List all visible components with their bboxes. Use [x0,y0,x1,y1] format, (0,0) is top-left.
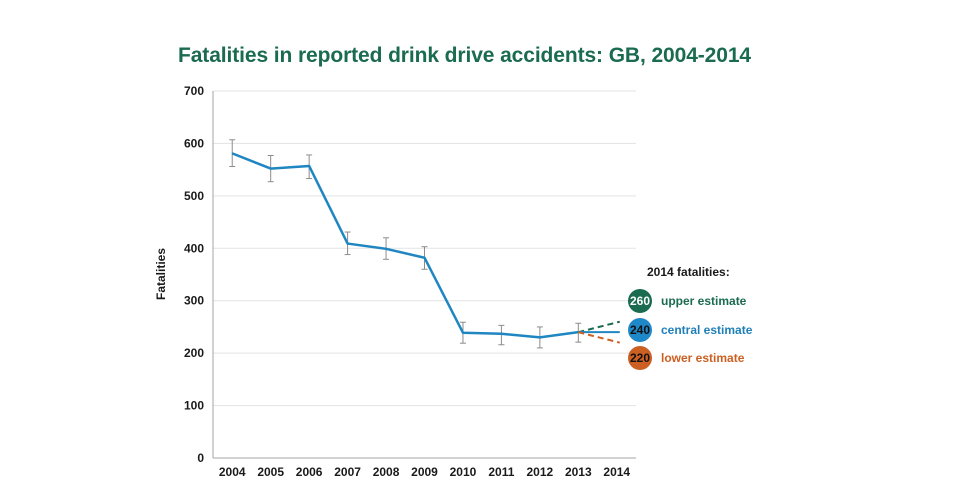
projection-line-lower [578,331,621,344]
x-tick-label: 2009 [411,465,438,479]
series-line-fatalities [231,152,579,339]
error-bars [229,139,582,349]
data-point [385,248,387,250]
data-point [308,165,310,167]
x-tick-label: 2005 [257,465,284,479]
data-point [539,336,541,338]
y-tick-label: 0 [197,451,204,465]
legend-circle-lower: 220 [628,346,652,370]
legend-label-central: central estimate [661,323,753,337]
data-point [231,152,233,154]
legend-label-upper: upper estimate [661,294,747,308]
x-tick-label: 2007 [334,465,361,479]
legend-circle-central: 240 [628,318,652,342]
axes [212,91,636,459]
error-bar [498,324,505,346]
y-tick-labels: 0 100 200 300 400 500 600 700 [184,84,204,465]
x-tick-label: 2014 [603,465,630,479]
x-tick-label: 2004 [219,465,246,479]
legend-label-lower: lower estimate [661,351,745,365]
x-tick-label: 2013 [565,465,592,479]
x-tick-label: 2008 [373,465,400,479]
x-tick-label: 2010 [450,465,477,479]
projection-line-upper [578,320,621,334]
series-lines [231,152,621,344]
y-tick-label: 500 [184,189,204,203]
data-point [500,333,502,335]
y-tick-label: 600 [184,136,204,150]
legend-item-upper: 260 upper estimate [628,289,746,313]
legend-item-lower: 220 lower estimate [628,346,744,370]
legend-title: 2014 fatalities: [647,265,730,279]
x-tick-label: 2006 [296,465,323,479]
y-tick-label: 200 [184,346,204,360]
x-tick-label: 2011 [488,465,514,479]
x-tick-labels: 2004 2005 2006 2007 2008 2009 2010 2011 2012 2013… [219,465,631,479]
y-tick-label: 700 [184,84,204,98]
data-point [270,168,272,170]
legend-circle-upper: 260 [628,289,652,313]
chart-title: Fatalities in reported drink drive accid… [178,44,751,67]
y-tick-label: 100 [184,399,204,413]
data-point [424,257,425,259]
data-point [347,243,349,245]
x-tick-label: 2012 [527,465,554,479]
y-tick-label: 400 [184,241,204,255]
y-axis-label: Fatalities [154,248,168,300]
data-point [462,332,464,334]
legend-item-central: 240 central estimate [628,318,752,342]
y-tick-label: 300 [184,294,204,308]
